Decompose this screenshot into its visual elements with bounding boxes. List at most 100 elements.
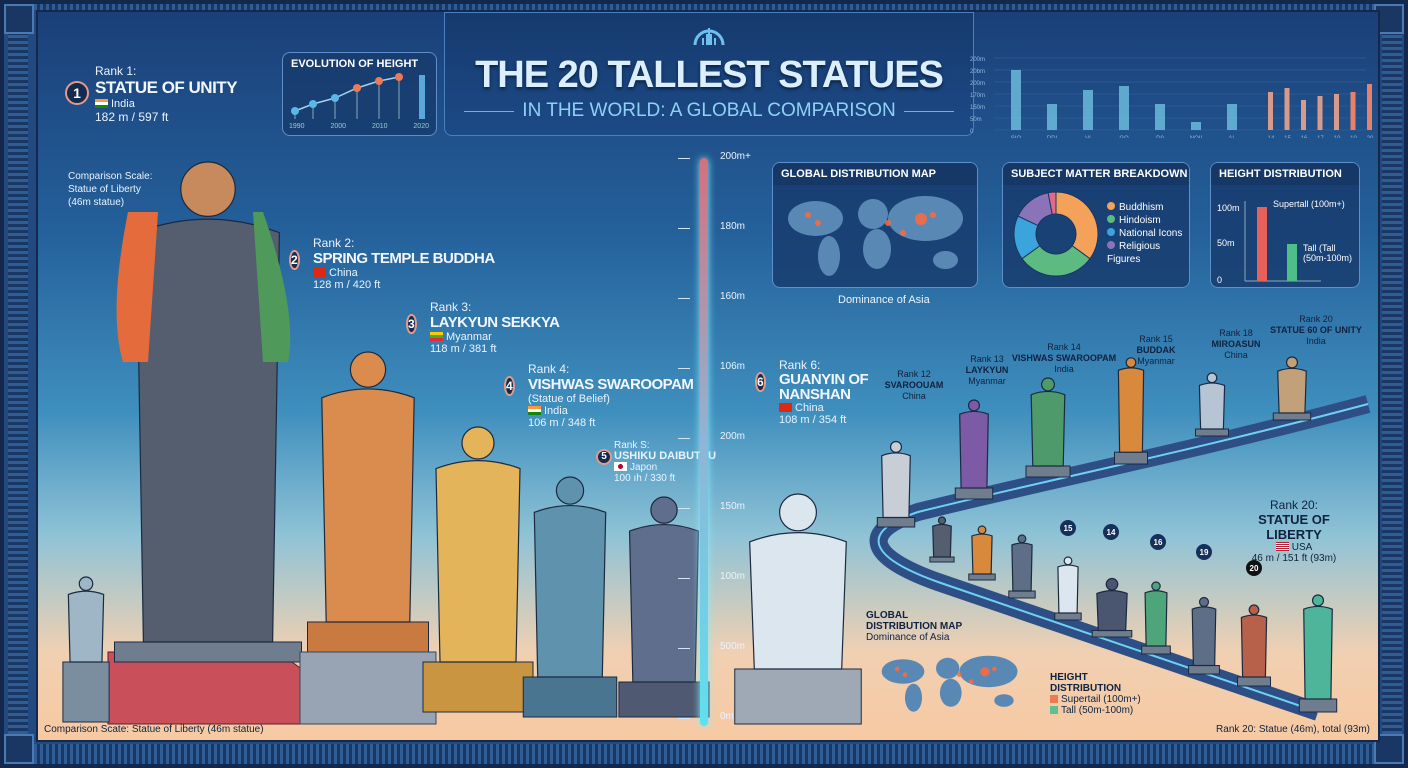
scale-tick bbox=[678, 648, 690, 649]
pedestal bbox=[1237, 676, 1271, 687]
border-pattern-right bbox=[1382, 4, 1402, 764]
data-point bbox=[375, 77, 383, 85]
header-banner: THE 20 TALLEST STATUES IN THE WORLD: A G… bbox=[444, 12, 974, 136]
statue-body bbox=[971, 533, 993, 575]
title-line: DISTRIBUTION MAP bbox=[866, 621, 963, 632]
corner-ornament bbox=[4, 4, 34, 34]
country: China bbox=[1224, 350, 1248, 360]
continent bbox=[818, 236, 840, 276]
footer-left-note: Comparison Scate: Statue of Liberty (46m… bbox=[44, 724, 264, 735]
rank-text: Rank 2: bbox=[313, 236, 355, 250]
statue-head bbox=[78, 576, 94, 592]
scale-label: 200m+ bbox=[720, 151, 751, 162]
pedestal bbox=[1188, 665, 1220, 675]
subject-donut-chart bbox=[1013, 191, 1099, 277]
x-tick-label: AL bbox=[1228, 136, 1236, 138]
x-tick-label: 10 bbox=[1350, 136, 1357, 138]
y-tick-label: 200m bbox=[970, 81, 985, 87]
country: Myanmar bbox=[446, 331, 492, 343]
statue-name: STATUE OF LIBERTY bbox=[1258, 512, 1330, 542]
data-point bbox=[291, 107, 299, 115]
scale-tick bbox=[678, 298, 690, 299]
legend-dot bbox=[1107, 228, 1115, 236]
rank-text: Rank 1: bbox=[95, 64, 137, 78]
rank-badge bbox=[1150, 534, 1166, 550]
bar bbox=[1301, 100, 1306, 130]
country: China bbox=[329, 267, 358, 279]
rank-badge-text: 16 bbox=[1154, 538, 1163, 547]
rank-badge-text: 14 bbox=[1107, 528, 1116, 537]
page-title: THE 20 TALLEST STATUES bbox=[475, 54, 944, 96]
legend-item: Religious Figures bbox=[1107, 240, 1187, 266]
statue-name: MIROASUN bbox=[1211, 339, 1261, 349]
rank-text: Rank 6: bbox=[779, 358, 821, 372]
pedestal bbox=[876, 517, 916, 528]
statue-head bbox=[1017, 534, 1027, 544]
rank-badge-text: 15 bbox=[1064, 524, 1073, 533]
height-distribution-chart: 100m 50m 0 Supertall (100m+) Tall (Tall (50m… bbox=[1217, 199, 1352, 285]
statue-head bbox=[180, 161, 236, 218]
legend-label: Buddhism bbox=[1119, 202, 1164, 213]
statue-body bbox=[1030, 390, 1066, 467]
statue-name: SVAROOUAM bbox=[884, 380, 944, 390]
statue-body bbox=[1144, 590, 1168, 647]
rank-20-label: Rank 20: STATUE OF LIBERTY USA 46 m / 15… bbox=[1234, 498, 1354, 564]
statue-head bbox=[967, 399, 981, 412]
note-line: (46m statue) bbox=[68, 197, 125, 208]
height-scale-bar bbox=[700, 158, 708, 726]
y-tick-label: 170m bbox=[970, 93, 985, 99]
hotspot bbox=[885, 220, 891, 226]
country: Japon bbox=[630, 462, 658, 473]
scale-tick bbox=[678, 718, 690, 719]
height-scale: 200m+ 180m 160m 106m 200m 150m 100m 500m 0m bbox=[678, 151, 758, 728]
x-tick-label: 2010 bbox=[371, 123, 388, 130]
path-statue-label: Rank 13 LAYKYUN Myanmar bbox=[966, 354, 1009, 387]
rank-6-label: 6 Rank 6: GUANYIN OF NANSHAN China 108 m… bbox=[755, 358, 879, 426]
path-statue bbox=[1114, 357, 1148, 465]
statue-name: GUANYIN OF NANSHAN bbox=[779, 371, 869, 403]
scale-label: 150m bbox=[720, 501, 746, 512]
data-point bbox=[309, 100, 317, 108]
rank-text: Rank 18 bbox=[1219, 328, 1253, 338]
x-tick-label: SIO bbox=[1011, 136, 1022, 138]
x-tick-label: 2020 bbox=[413, 123, 429, 130]
rank-text: Rank 20 bbox=[1299, 314, 1333, 324]
rank-text: Rank 4: bbox=[528, 362, 570, 376]
pedestal bbox=[1195, 428, 1229, 437]
legend-swatch bbox=[1050, 695, 1058, 703]
pedestal bbox=[1025, 465, 1071, 478]
bar bbox=[1257, 207, 1267, 281]
x-tick-label: GO bbox=[1119, 136, 1129, 138]
rank-2-label: 2 Rank 2: SPRING TEMPLE BUDDHA China 128… bbox=[289, 236, 495, 291]
statue-subtitle: (Statue of Belief) bbox=[528, 393, 610, 405]
pedestal bbox=[307, 621, 429, 653]
border-pattern-top bbox=[4, 4, 1404, 10]
legend-item: Hindoism bbox=[1107, 214, 1187, 227]
statue-name: SPRING TEMPLE BUDDHA bbox=[313, 250, 495, 267]
scale-label: 160m bbox=[720, 291, 746, 302]
title-line: GLOBAL bbox=[866, 610, 909, 621]
pedestal bbox=[522, 676, 618, 718]
path-statue bbox=[1195, 372, 1229, 437]
continent bbox=[939, 678, 962, 707]
path-statue bbox=[1008, 534, 1036, 599]
pedestal bbox=[1298, 698, 1338, 713]
statue-body bbox=[533, 505, 607, 678]
statue-silhouette bbox=[1011, 70, 1021, 130]
statue-body bbox=[932, 523, 952, 558]
scale-label: 106m bbox=[720, 361, 746, 372]
pedestal bbox=[734, 668, 862, 725]
y-tick-label: 100m bbox=[1217, 203, 1240, 213]
statue-body bbox=[1117, 367, 1145, 453]
scale-label: 0m bbox=[720, 711, 734, 722]
path-statue-label: Rank 20 STATUE 60 OF UNITY India bbox=[1270, 314, 1362, 347]
legend-swatch bbox=[1050, 706, 1058, 714]
country: Myanmar bbox=[968, 376, 1006, 386]
path-statue bbox=[876, 440, 916, 528]
path-statue-label: Rank 12 SVAROOUAM China bbox=[885, 369, 944, 402]
statue-head bbox=[1063, 556, 1073, 566]
legend-label: Supertail (100m+) bbox=[1061, 694, 1141, 705]
statue-of-liberty-small bbox=[62, 576, 110, 723]
scale-tick bbox=[678, 578, 690, 579]
rank-badge bbox=[1246, 560, 1262, 576]
